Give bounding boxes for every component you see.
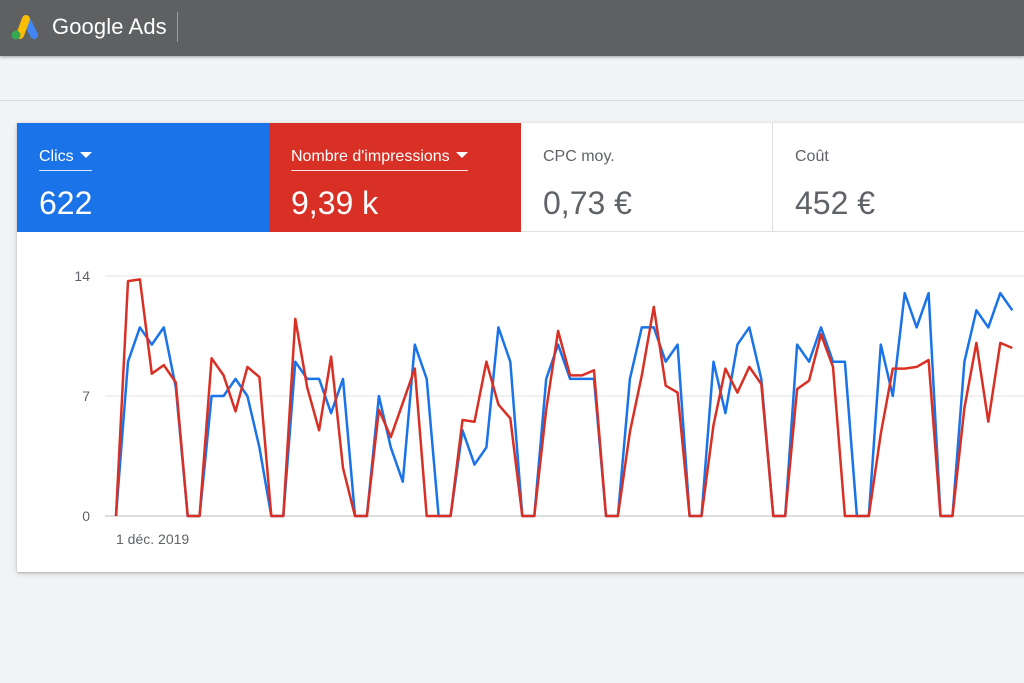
top-bar: Google Ads	[0, 0, 1024, 56]
metric-impressions-value: 9,39 k	[291, 185, 379, 221]
metric-cost[interactable]: Coût 452 €	[773, 123, 1024, 232]
metric-cost-value: 452 €	[795, 185, 876, 221]
performance-line-chart: 14 7 0 1 déc. 2019	[74, 268, 1024, 547]
metric-cost-label: Coût	[795, 148, 829, 165]
metric-avg-cpc-label: CPC moy.	[543, 148, 615, 165]
chart-series	[114, 278, 1014, 518]
metric-impressions-label[interactable]: Nombre d'impressions	[291, 147, 468, 171]
y-tick-label: 14	[74, 268, 90, 284]
x-axis-labels: 1 déc. 2019	[116, 531, 189, 547]
app-name[interactable]: Google Ads	[52, 14, 167, 39]
dropdown-arrow-icon[interactable]	[455, 152, 468, 158]
metric-clicks-value: 622	[39, 185, 93, 221]
metric-tabs: Clics 622 Nombre d'impressions 9,39 k CP…	[17, 123, 1024, 232]
metric-avg-cpc[interactable]: CPC moy. 0,73 €	[521, 123, 773, 232]
metric-clicks-label[interactable]: Clics	[39, 147, 92, 171]
metric-clicks[interactable]: Clics 622	[17, 123, 269, 232]
y-tick-label: 0	[82, 508, 90, 524]
series-clicks-line	[114, 291, 1014, 518]
logo-shapes	[11, 15, 38, 40]
logo-green-dot	[11, 30, 21, 40]
dropdown-arrow-icon[interactable]	[79, 152, 92, 158]
page-divider	[0, 100, 1024, 101]
metric-impressions[interactable]: Nombre d'impressions 9,39 k	[269, 123, 521, 232]
series-impressions-line	[114, 278, 1013, 518]
logo-yellow-bar	[16, 15, 30, 39]
chart-grid	[105, 275, 1024, 517]
topbar-divider	[177, 12, 178, 42]
y-tick-label: 7	[82, 388, 90, 404]
performance-card: Clics 622 Nombre d'impressions 9,39 k CP…	[17, 123, 1024, 572]
metric-avg-cpc-value: 0,73 €	[543, 185, 632, 221]
x-tick-label: 1 déc. 2019	[116, 531, 189, 547]
google-ads-logo-icon[interactable]	[10, 13, 42, 41]
y-axis-labels: 14 7 0	[74, 268, 90, 524]
